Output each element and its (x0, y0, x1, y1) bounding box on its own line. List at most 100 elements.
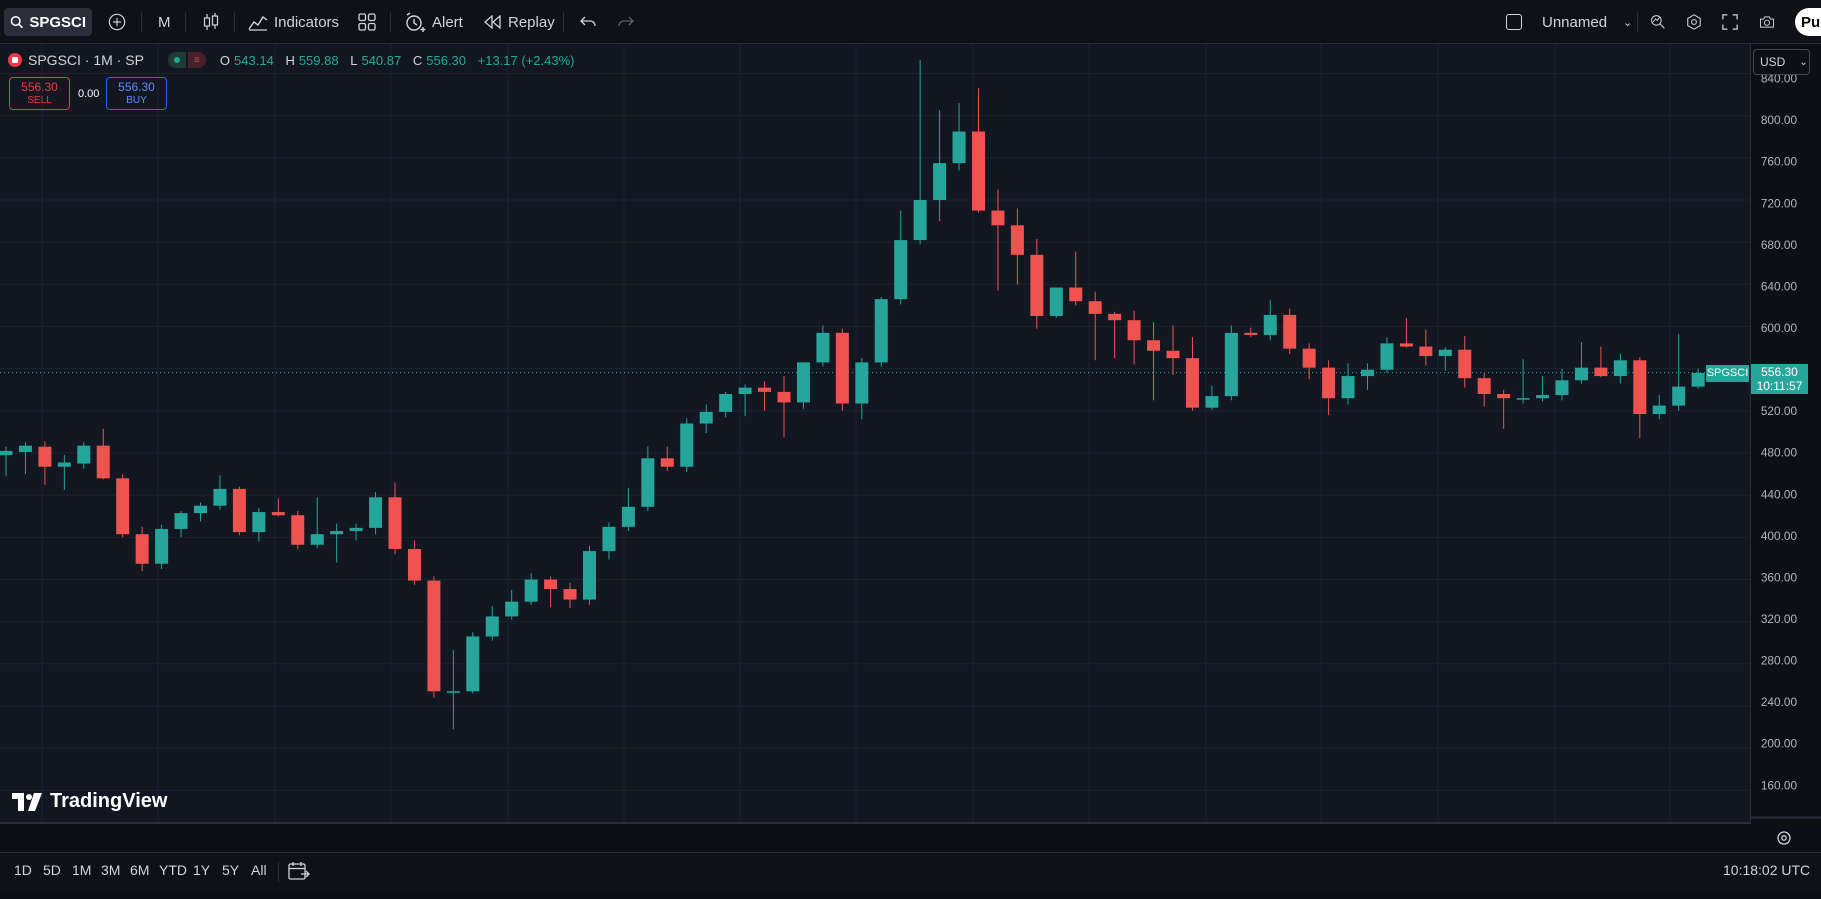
price-tick-label: 240.00 (1761, 695, 1798, 709)
candle-body (1283, 314, 1297, 349)
candle-body (602, 526, 616, 552)
symbol-logo-icon (8, 53, 22, 67)
candle-body (310, 534, 324, 545)
candle-body (485, 616, 499, 637)
candle-body (952, 131, 966, 164)
candle (991, 189, 1005, 291)
candle-body (1419, 346, 1433, 357)
fullscreen-button[interactable] (1716, 8, 1744, 36)
bar-countdown: 10:11:57 (1756, 378, 1803, 393)
range-button-5d[interactable]: 5D (43, 862, 61, 878)
price-axis[interactable]: 160.00 200.00 240.00 280.00 320.00 360.00 400.… (1750, 44, 1821, 824)
undo-icon (580, 16, 596, 27)
candle-body (563, 589, 577, 600)
candle-body (894, 240, 908, 300)
layout-menu-button[interactable]: Unnamed ⌄ (1500, 8, 1638, 36)
candle (1069, 251, 1083, 306)
candle-body (758, 387, 772, 392)
candle (933, 110, 947, 222)
candle-body (796, 362, 810, 403)
candle (1147, 322, 1161, 401)
candle-body (388, 497, 402, 549)
range-button-ytd[interactable]: YTD (159, 862, 187, 878)
templates-button[interactable] (352, 8, 382, 36)
candle-body (1108, 313, 1122, 321)
utc-clock[interactable]: 10:18:02 UTC (1723, 862, 1811, 878)
candle (1361, 363, 1374, 390)
chart-type-button[interactable] (196, 8, 226, 36)
candle (1497, 389, 1511, 429)
chevron-down-icon: ⌄ (1623, 16, 1633, 29)
indicators-icon (248, 15, 268, 31)
candle (544, 576, 558, 607)
candle (330, 523, 344, 563)
market-open-icon (167, 52, 186, 68)
range-button-all[interactable]: All (251, 862, 267, 878)
candle (1185, 337, 1199, 411)
undo-button[interactable] (574, 8, 602, 36)
candle (349, 523, 363, 541)
last-price-value: 556.30 (1761, 364, 1798, 379)
range-button-1m[interactable]: 1M (72, 862, 92, 878)
candle (1399, 318, 1413, 348)
axis-settings-button[interactable] (1772, 826, 1796, 850)
candle (816, 325, 830, 367)
range-button-6m[interactable]: 6M (130, 862, 150, 878)
candle (369, 492, 383, 535)
grid-icon (358, 13, 376, 31)
candle-body (1613, 360, 1627, 377)
candle (1283, 308, 1297, 354)
range-button-1d[interactable]: 1D (14, 862, 32, 878)
price-chart[interactable]: Jul2019Jul2020Jul2021Jul2022Jul2023Jul20… (0, 44, 1750, 824)
currency-button[interactable]: USD ⌄ (1753, 49, 1810, 75)
candle-body (835, 332, 849, 404)
candle-body (18, 445, 32, 452)
sell-label: SELL (27, 95, 52, 106)
layout-checkbox-icon (1506, 14, 1522, 30)
candle (1672, 333, 1686, 411)
price-tick-label: 440.00 (1761, 487, 1798, 501)
tradingview-logo[interactable]: TradingView (12, 790, 167, 813)
spread-value: 0.00 (78, 88, 100, 100)
candle-body (0, 450, 13, 456)
indicators-button[interactable]: Indicators (242, 8, 345, 36)
go-to-date-button[interactable] (288, 861, 310, 886)
candle (1010, 208, 1024, 285)
candle (1205, 385, 1219, 410)
settings-button[interactable] (1680, 8, 1708, 36)
price-tag-symbol: SPGSCI (1706, 367, 1749, 380)
price-tick-label: 760.00 (1761, 155, 1798, 169)
toolbar-divider (234, 12, 235, 32)
candle-body (777, 391, 791, 403)
alert-button[interactable]: Alert (398, 8, 469, 36)
interval-button[interactable]: M (152, 8, 177, 36)
candle-body (719, 393, 733, 412)
candle (641, 446, 655, 512)
compare-symbol-button[interactable] (102, 8, 132, 36)
candle (466, 632, 480, 694)
snapshot-button[interactable] (1753, 8, 1781, 36)
buy-button[interactable]: 556.30 BUY (106, 77, 167, 110)
candle (972, 88, 985, 213)
range-button-5y[interactable]: 5Y (222, 862, 240, 878)
range-button-1y[interactable]: 1Y (193, 862, 211, 878)
candle-body (1380, 343, 1394, 370)
candle-body (1555, 380, 1569, 396)
quick-search-button[interactable] (1644, 8, 1672, 36)
symbol-search-button[interactable]: SPGSCI (4, 8, 92, 36)
range-button-3m[interactable]: 3M (101, 862, 121, 878)
publish-button[interactable]: Pu (1795, 8, 1821, 36)
candle-body (252, 512, 266, 533)
sell-button[interactable]: 556.30 SELL (9, 77, 70, 110)
candle-body (155, 528, 169, 564)
candle-body (96, 445, 110, 479)
candle-body (641, 458, 655, 507)
candle-body (446, 691, 460, 693)
replay-button[interactable]: Replay (478, 8, 561, 36)
redo-button[interactable] (612, 8, 640, 36)
candle (194, 502, 207, 522)
candle-body (1244, 332, 1258, 335)
candle (232, 486, 246, 536)
candle (699, 404, 713, 433)
legend-title[interactable]: SPGSCI · 1M · SP (28, 52, 144, 68)
